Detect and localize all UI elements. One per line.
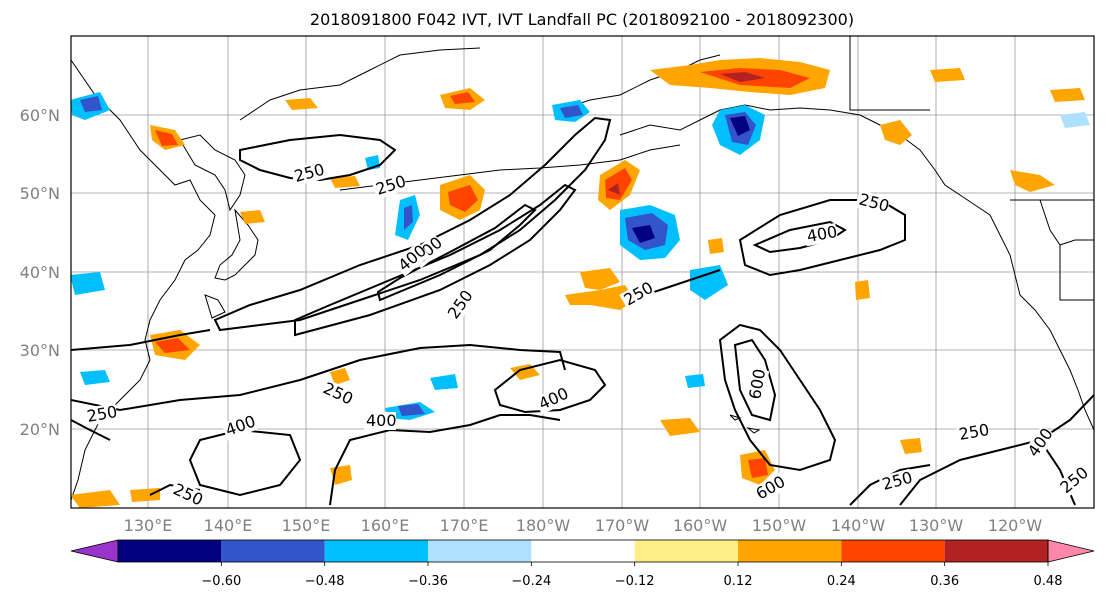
contour-label-background (955, 421, 991, 445)
colorbar-segment (841, 540, 945, 562)
latitude-label: 50°N (20, 184, 60, 203)
colorbar-segment (634, 540, 738, 562)
colorbar-segment (944, 540, 1048, 562)
contour-label-background (534, 384, 571, 415)
longitude-labels: 130°E 140°E 150°E 160°E 170°E 180°W 170°W 160°W… (124, 516, 1043, 535)
colorbar-tick-label: −0.36 (408, 574, 448, 589)
colorbar-tick-label: 0.24 (827, 574, 856, 589)
contour-labels: 2502504006002502502504006002504004002504… (83, 160, 1092, 508)
latitude-label: 60°N (20, 106, 60, 125)
ivt-pc-shading (71, 58, 1090, 508)
longitude-label: 130°W (909, 516, 964, 535)
colorbar-tick-label: 0.36 (930, 574, 959, 589)
colorbar-tick-label: −0.24 (511, 574, 551, 589)
colorbar (70, 539, 1095, 563)
colorbar-tick-label: 0.12 (724, 574, 753, 589)
contour-label-background (1055, 463, 1092, 499)
contour-label-background (878, 468, 915, 495)
contour-label-background (393, 241, 430, 277)
colorbar-segment (221, 540, 325, 562)
longitude-label: 150°E (282, 516, 331, 535)
coastlines (71, 36, 1094, 501)
latitude-labels: 60°N 50°N 40°N 30°N 20°N (20, 106, 60, 439)
contour-label: 400 (366, 411, 397, 430)
colorbar-segment (531, 540, 635, 562)
colorbar-segment (324, 540, 428, 562)
contour-label-background (745, 368, 770, 403)
longitude-label: 130°E (124, 516, 173, 535)
colorbar-tick-labels: −0.60 −0.48 −0.36 −0.24 −0.12 0.12 0.24 0.36 0.4… (201, 562, 1063, 589)
longitude-label: 140°W (831, 516, 886, 535)
contour-label-background (855, 189, 891, 216)
colorbar-extend-low (70, 539, 119, 563)
latitude-label: 20°N (20, 420, 60, 439)
map-content: 2502504006002502502504006002504004002504… (71, 36, 1094, 508)
colorbar-segment (738, 540, 842, 562)
longitude-label: 150°W (752, 516, 807, 535)
longitude-label: 120°W (988, 516, 1043, 535)
contour-label-background (371, 172, 408, 200)
longitude-label: 160°E (361, 516, 410, 535)
contour-label-background (221, 412, 258, 441)
contour-label-background (168, 479, 206, 508)
colorbar-outline (117, 539, 1049, 563)
longitude-label: 180°W (516, 516, 571, 535)
latitude-label: 30°N (20, 341, 60, 360)
colorbar-segment (428, 540, 532, 562)
longitude-label: 170°E (440, 516, 489, 535)
colorbar-extend-high (1047, 539, 1095, 563)
colorbar-tick-label: −0.48 (305, 574, 345, 589)
contour-label-background (443, 287, 477, 324)
map-border (70, 35, 1095, 509)
contour-label-background (1023, 425, 1057, 462)
contour-label-background (83, 403, 119, 427)
contour-label-background (364, 412, 396, 430)
colorbar-tick-label: 0.48 (1034, 574, 1063, 589)
latitude-label: 40°N (20, 263, 60, 282)
contour-label-background (751, 472, 788, 505)
longitude-label: 140°E (204, 516, 253, 535)
colorbar-tick-label: −0.12 (615, 574, 655, 589)
contour-label-background (619, 278, 656, 311)
contour-label-background (290, 160, 327, 187)
map-title: 2018091800 F042 IVT, IVT Landfall PC (20… (310, 10, 854, 29)
colorbar-tick-label: −0.60 (201, 574, 241, 589)
longitude-label: 170°W (595, 516, 650, 535)
colorbar-segment (118, 540, 222, 562)
contour-label-background (803, 223, 839, 247)
contour-label-background (318, 378, 356, 409)
longitude-label: 160°W (673, 516, 728, 535)
